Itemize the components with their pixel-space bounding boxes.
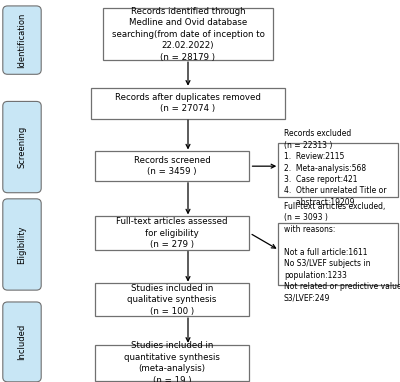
FancyBboxPatch shape [3, 199, 41, 290]
FancyBboxPatch shape [95, 345, 249, 381]
Text: Studies included in
qualitative synthesis
(n = 100 ): Studies included in qualitative synthesi… [127, 284, 217, 316]
Text: Studies included in
quantitative synthesis
(meta-analysis)
(n = 19 ): Studies included in quantitative synthes… [124, 341, 220, 382]
Text: Identification: Identification [18, 13, 26, 68]
FancyBboxPatch shape [3, 6, 41, 74]
FancyBboxPatch shape [91, 88, 285, 118]
FancyBboxPatch shape [95, 283, 249, 316]
FancyBboxPatch shape [278, 223, 398, 285]
FancyBboxPatch shape [95, 151, 249, 181]
Text: Full-text articles assessed
for eligibility
(n = 279 ): Full-text articles assessed for eligibil… [116, 217, 228, 249]
Text: Full-text articles excluded,
(n = 3093 )
with reasons:

Not a full article:1611
: Full-text articles excluded, (n = 3093 )… [284, 202, 400, 303]
Text: Eligibility: Eligibility [18, 225, 26, 264]
FancyBboxPatch shape [3, 302, 41, 382]
FancyBboxPatch shape [3, 102, 41, 193]
Text: Records excluded
(n = 22313 )
1.  Review:2115
2.  Meta-analysis:568
3.  Case rep: Records excluded (n = 22313 ) 1. Review:… [284, 129, 386, 207]
Text: Included: Included [18, 324, 26, 360]
Text: Records after duplicates removed
(n = 27074 ): Records after duplicates removed (n = 27… [115, 93, 261, 113]
Text: Screening: Screening [18, 126, 26, 168]
Text: Records identified through
Medline and Ovid database
searching(from date of ince: Records identified through Medline and O… [112, 7, 264, 62]
FancyBboxPatch shape [95, 216, 249, 250]
FancyBboxPatch shape [278, 143, 398, 197]
Text: Records screened
(n = 3459 ): Records screened (n = 3459 ) [134, 156, 210, 176]
FancyBboxPatch shape [103, 8, 273, 60]
